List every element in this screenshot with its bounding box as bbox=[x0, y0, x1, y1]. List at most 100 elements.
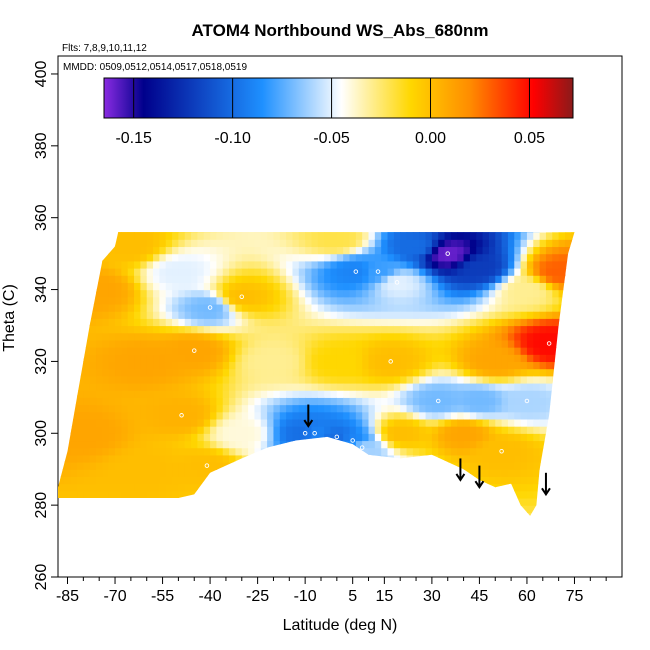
heat-cell bbox=[273, 267, 281, 276]
heat-cell bbox=[457, 303, 465, 312]
heat-cell bbox=[178, 260, 186, 269]
heat-cell bbox=[336, 239, 344, 248]
heat-cell bbox=[203, 368, 211, 377]
heat-cell bbox=[178, 361, 186, 370]
heat-cell bbox=[102, 490, 110, 499]
heat-cell bbox=[463, 282, 471, 291]
heat-cell bbox=[482, 332, 490, 341]
heat-cell bbox=[197, 289, 205, 298]
heat-cell bbox=[159, 454, 167, 463]
heat-cell bbox=[507, 318, 515, 327]
heat-cell bbox=[203, 246, 211, 255]
heat-cell bbox=[533, 426, 541, 434]
heat-cell bbox=[311, 347, 319, 355]
y-tick-label: 280 bbox=[33, 492, 50, 519]
heat-cell bbox=[229, 339, 237, 348]
heat-cell bbox=[387, 253, 395, 262]
heat-cell bbox=[343, 347, 351, 355]
heat-cell bbox=[431, 232, 439, 233]
heat-cell bbox=[336, 289, 344, 298]
heat-cell bbox=[89, 375, 97, 384]
heat-cell bbox=[381, 239, 389, 248]
heat-cell bbox=[488, 390, 496, 398]
heat-cell bbox=[539, 361, 547, 370]
heat-cell bbox=[324, 382, 332, 391]
heat-cell bbox=[533, 303, 541, 312]
heat-cell bbox=[153, 440, 160, 449]
heat-cell bbox=[495, 476, 503, 485]
heat-cell bbox=[298, 282, 306, 291]
heat-cell bbox=[134, 462, 141, 470]
heat-cell bbox=[450, 426, 458, 434]
heat-cell bbox=[520, 347, 528, 355]
heat-cell bbox=[457, 239, 465, 248]
heat-cell bbox=[254, 296, 262, 305]
heat-cell bbox=[469, 433, 477, 442]
heat-cell bbox=[159, 390, 167, 398]
heat-cell bbox=[165, 454, 173, 463]
heat-cell bbox=[216, 232, 224, 233]
heat-cell bbox=[77, 397, 84, 406]
sample-point bbox=[359, 445, 365, 450]
heat-cell bbox=[393, 361, 401, 370]
heat-cell bbox=[229, 289, 237, 298]
heat-cell bbox=[520, 433, 528, 442]
heat-cell bbox=[102, 375, 110, 384]
heat-cell bbox=[184, 440, 192, 449]
heat-cell bbox=[273, 404, 281, 413]
heat-cell bbox=[70, 469, 78, 477]
heat-cell bbox=[127, 253, 135, 262]
heat-cell bbox=[444, 347, 452, 355]
heat-cell bbox=[298, 311, 306, 319]
heat-cell bbox=[83, 469, 91, 477]
heat-cell bbox=[241, 296, 249, 305]
heat-cell bbox=[488, 253, 496, 262]
heat-cell bbox=[102, 418, 110, 427]
heat-cell bbox=[539, 375, 547, 384]
heat-cell bbox=[495, 325, 503, 334]
heat-cell bbox=[526, 318, 534, 327]
heat-cell bbox=[197, 462, 205, 470]
heat-cell bbox=[317, 303, 325, 312]
heat-cell bbox=[165, 483, 173, 492]
heat-cell bbox=[121, 232, 129, 233]
heat-cell bbox=[368, 296, 376, 305]
heat-cell bbox=[58, 490, 65, 499]
heat-cell bbox=[343, 318, 351, 327]
heat-cell bbox=[425, 239, 433, 248]
heat-cell bbox=[96, 382, 103, 391]
heat-cell bbox=[248, 318, 256, 327]
heat-cell bbox=[317, 232, 325, 233]
heat-cell bbox=[159, 232, 167, 240]
heat-cell bbox=[438, 311, 446, 319]
heat-cell bbox=[362, 447, 370, 456]
heat-cell bbox=[501, 253, 509, 262]
heat-cell bbox=[463, 239, 471, 248]
heat-cell bbox=[77, 426, 84, 434]
heat-cell bbox=[507, 375, 515, 384]
heat-cell bbox=[222, 282, 230, 291]
y-tick-label: 340 bbox=[33, 276, 50, 303]
heat-cell bbox=[387, 296, 395, 305]
heat-cell bbox=[292, 289, 300, 298]
heat-cell bbox=[539, 325, 547, 334]
heat-cell bbox=[368, 390, 376, 398]
heat-cell bbox=[457, 289, 465, 298]
heat-cell bbox=[463, 404, 471, 413]
heat-cell bbox=[305, 303, 313, 312]
heat-cell bbox=[526, 253, 534, 262]
heat-cell bbox=[83, 454, 91, 463]
heat-cell bbox=[108, 390, 116, 398]
heat-cell bbox=[254, 303, 262, 312]
heat-cell bbox=[381, 267, 389, 276]
y-tick-label: 320 bbox=[33, 348, 50, 375]
heat-cell bbox=[260, 267, 268, 276]
heat-cell bbox=[210, 253, 218, 262]
heat-cell bbox=[539, 418, 547, 427]
heat-cell bbox=[431, 397, 439, 406]
heat-cell bbox=[96, 483, 103, 492]
heat-cell bbox=[355, 296, 363, 305]
heat-cell bbox=[311, 311, 319, 319]
heat-cell bbox=[108, 289, 116, 298]
heat-cell bbox=[355, 347, 363, 355]
